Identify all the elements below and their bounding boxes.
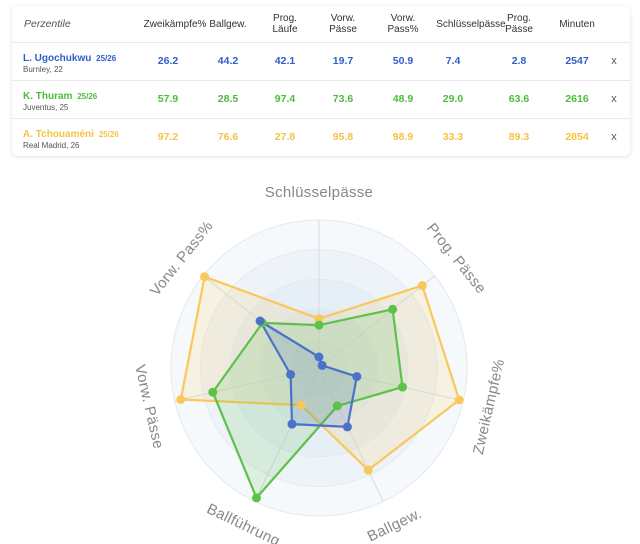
header-col[interactable]: Prog. Läufe — [272, 13, 298, 35]
radar-point — [208, 387, 218, 397]
player-name[interactable]: K. Thuram 25/26 — [23, 91, 97, 102]
header-col[interactable]: Vorw. Pass% — [387, 13, 419, 35]
player-name[interactable]: A. Tchouaméni 25/26 — [23, 129, 119, 140]
table-row: L. Ugochukwu 25/26 Burnley, 22 26.2 44.2… — [12, 42, 630, 81]
player-name-text: L. Ugochukwu — [23, 53, 92, 64]
radar-point — [398, 382, 407, 392]
remove-player-button[interactable]: x — [611, 93, 617, 105]
table-row: A. Tchouaméni 25/26 Real Madrid, 26 97.2… — [12, 118, 630, 156]
header-col[interactable]: Zweikämpfe% — [143, 18, 207, 30]
table-row: K. Thuram 25/26 Juventus, 25 57.9 28.5 9… — [12, 80, 630, 119]
radar-point — [287, 419, 297, 429]
radar-axis-label: Zweikämpfe% — [470, 357, 508, 456]
header-col[interactable]: Ballgew. — [209, 18, 247, 30]
table-cell: 42.1 — [274, 55, 296, 67]
radar-point — [252, 493, 261, 503]
table-cell: 73.6 — [332, 93, 354, 105]
radar-spoke — [254, 367, 320, 502]
table-cell: 28.5 — [217, 93, 239, 105]
header-col[interactable]: Prog. Pässe — [505, 13, 533, 35]
player-meta: Juventus, 25 — [23, 103, 69, 112]
table-cell: 26.2 — [157, 55, 179, 67]
radar-point — [342, 422, 352, 432]
table-cell: 44.2 — [217, 55, 239, 67]
radar-point — [200, 272, 210, 282]
table-cell: 76.6 — [217, 131, 239, 143]
radar-spoke — [318, 275, 436, 369]
radar-point — [286, 370, 296, 379]
radar-axis-label: Ballgew. — [365, 505, 425, 544]
radar-point — [417, 281, 427, 291]
table-cell: 98.9 — [392, 131, 414, 143]
remove-player-button[interactable]: x — [611, 55, 617, 67]
radar-point — [314, 352, 324, 362]
player-meta: Burnley, 22 — [23, 65, 63, 74]
player-name[interactable]: L. Ugochukwu 25/26 — [23, 53, 116, 64]
radar-axis-label: Schlüsselpässe — [265, 184, 373, 201]
header-percentile: Perzentile — [24, 17, 71, 30]
table-cell: 33.3 — [442, 131, 464, 143]
player-season: 25/26 — [77, 92, 98, 101]
player-season: 25/26 — [98, 130, 119, 139]
header-col[interactable]: Minuten — [559, 18, 595, 30]
table-cell: 2854 — [565, 131, 589, 143]
table-cell: 7.4 — [445, 55, 461, 67]
radar-axis-label: Vorw. Pässe — [131, 363, 167, 450]
table-cell: 97.2 — [157, 131, 179, 143]
table-cell: 97.4 — [274, 93, 296, 105]
radar-point — [176, 395, 186, 404]
remove-player-button[interactable]: x — [611, 131, 617, 143]
player-name-text: K. Thuram — [23, 91, 73, 102]
player-season: 25/26 — [96, 54, 117, 63]
radar-point — [332, 401, 342, 411]
table-cell: 50.9 — [392, 55, 414, 67]
comparison-table: Perzentile Zweikämpfe% Ballgew. Prog. Lä… — [12, 6, 630, 156]
radar-point — [388, 304, 398, 314]
radar-series-area — [179, 275, 461, 472]
player-meta: Real Madrid, 26 — [23, 141, 80, 150]
radar-point — [352, 372, 362, 382]
table-cell: 63.6 — [508, 93, 530, 105]
header-col[interactable]: Schlüsselpässe — [436, 18, 506, 30]
radar-point — [314, 314, 324, 324]
radar-point — [296, 400, 306, 410]
table-cell: 27.8 — [274, 131, 296, 143]
table-cell: 2547 — [565, 55, 589, 67]
table-cell: 48.9 — [392, 93, 414, 105]
radar-series-area — [259, 319, 358, 428]
table-cell: 2616 — [565, 93, 589, 105]
radar-point — [314, 320, 324, 330]
table-cell: 57.9 — [157, 93, 179, 105]
header-col[interactable]: Vorw. Pässe — [329, 13, 357, 35]
radar-point — [317, 360, 327, 370]
table-cell: 95.8 — [332, 131, 354, 143]
radar-point — [454, 395, 464, 405]
table-cell: 19.7 — [332, 55, 354, 67]
table-cell: 89.3 — [508, 131, 530, 143]
radar-series-area — [211, 308, 404, 499]
table-cell: 29.0 — [442, 93, 464, 105]
table-header: Perzentile Zweikämpfe% Ballgew. Prog. Lä… — [12, 6, 630, 43]
radar-spoke — [318, 367, 384, 502]
radar-point — [363, 465, 373, 475]
radar-spoke — [318, 367, 464, 402]
table-cell: 2.8 — [511, 55, 527, 67]
radar-point — [255, 316, 265, 326]
player-name-text: A. Tchouaméni — [23, 129, 94, 140]
